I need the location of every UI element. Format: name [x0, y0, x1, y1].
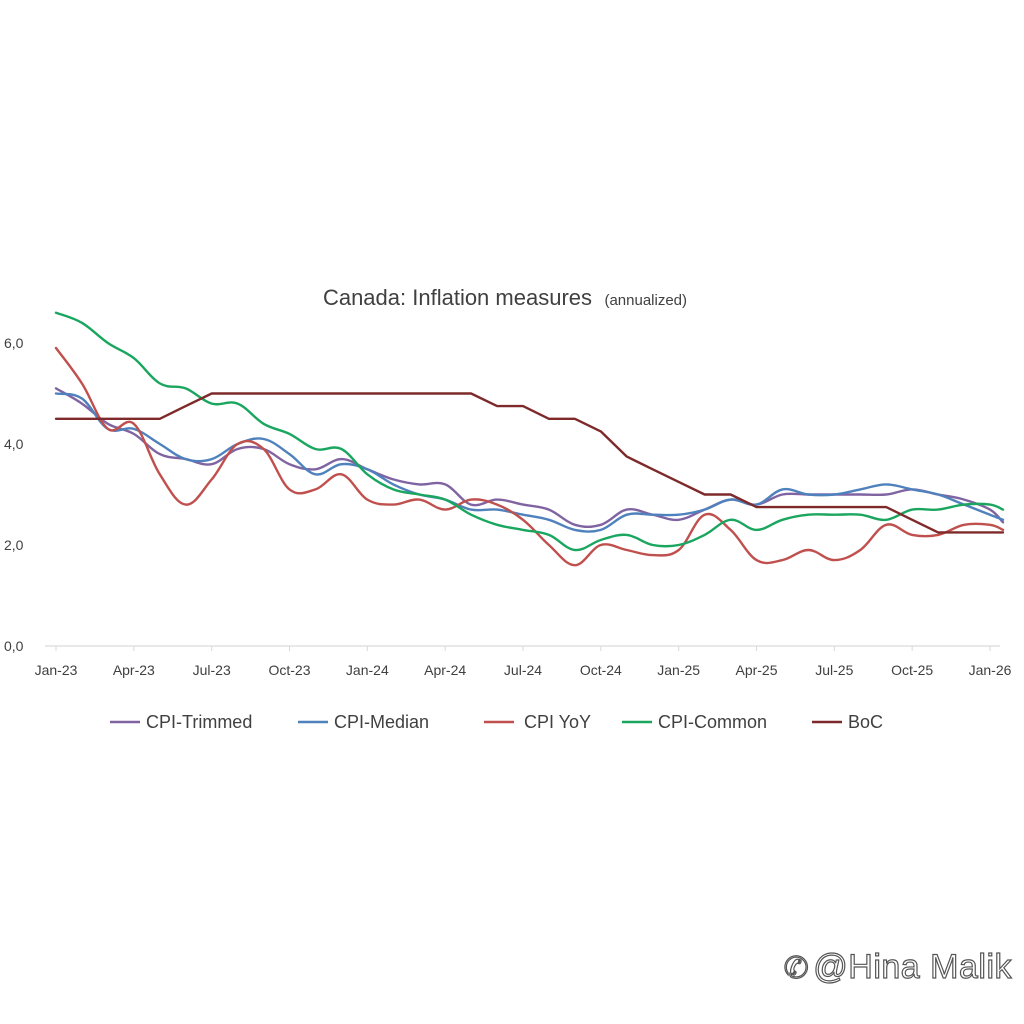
series-layer	[54, 311, 1005, 567]
x-tick-label: Jul-25	[815, 662, 853, 678]
x-tick-label: Jul-24	[504, 662, 542, 678]
x-tick-label: Jan-23	[35, 662, 78, 678]
x-tick-label: Jan-24	[346, 662, 389, 678]
x-axis: Jan-23 Apr-23 Jul-23 Oct-23 Jan-24 Apr-24 Jul-…	[35, 646, 1012, 678]
chart-title: Canada: Inflation measures (annualized)	[323, 285, 687, 310]
y-axis: 0,0 2,0 4,0 6,0	[4, 335, 24, 654]
y-tick-label: 6,0	[4, 335, 24, 351]
legend: CPI-Trimmed CPI-Median CPI YoY CPI-Common Bo…	[110, 712, 883, 732]
watermark-text: @Hina Malik	[813, 947, 1012, 986]
series-line-cpi-common	[54, 311, 1005, 552]
legend-label-cpi-trimmed: CPI-Trimmed	[146, 712, 252, 732]
series-line-boc	[54, 392, 1005, 534]
legend-label-cpi-yoy: CPI YoY	[524, 712, 591, 732]
series-line-cpi-median	[54, 392, 1005, 533]
x-tick-label: Jan-26	[969, 662, 1012, 678]
series-line-cpi-yoy	[54, 346, 1005, 567]
x-tick-label: Jul-23	[193, 662, 231, 678]
x-tick-label: Jan-25	[657, 662, 700, 678]
x-tick-label: Apr-24	[424, 662, 466, 678]
legend-label-cpi-median: CPI-Median	[334, 712, 429, 732]
x-tick-label: Oct-25	[891, 662, 933, 678]
x-tick-label: Apr-25	[735, 662, 777, 678]
legend-label-cpi-common: CPI-Common	[658, 712, 767, 732]
x-tick-label: Oct-23	[268, 662, 310, 678]
y-tick-label: 4,0	[4, 436, 24, 452]
legend-label-boc: BoC	[848, 712, 883, 732]
x-tick-label: Oct-24	[580, 662, 622, 678]
chat-icon: ✆	[783, 951, 810, 985]
x-tick-label: Apr-23	[113, 662, 155, 678]
watermark: ✆ @Hina Malik	[783, 947, 1012, 987]
series-line-cpi-trimmed	[54, 387, 1005, 529]
y-tick-label: 0,0	[4, 638, 24, 654]
y-tick-label: 2,0	[4, 537, 24, 553]
